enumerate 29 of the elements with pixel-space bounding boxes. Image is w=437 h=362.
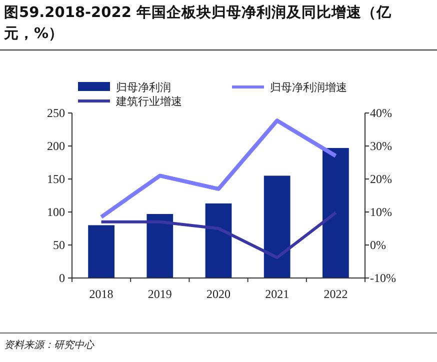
- y-tick-label: 50: [53, 238, 65, 252]
- bar: [322, 148, 349, 278]
- x-tick-label: 2019: [148, 287, 172, 301]
- x-tick-label: 2022: [324, 287, 348, 301]
- y-tick-label: 200: [47, 139, 65, 153]
- chart-title: 图59.2018-2022 年国企板块归母净利润及同比增速（亿元，%）: [3, 3, 392, 42]
- bar: [146, 214, 174, 278]
- legend-label: 归母净利润增速: [270, 81, 347, 94]
- bar: [264, 176, 290, 278]
- y-tick-label: 250: [47, 106, 65, 120]
- x-tick-label: 2021: [265, 287, 290, 301]
- y2-tick-label: -10%: [370, 271, 396, 285]
- bar: [205, 203, 232, 278]
- y2-tick-label: 20%: [370, 172, 392, 186]
- y-tick-label: 0: [59, 271, 65, 285]
- line-series: [99, 118, 338, 219]
- y2-tick-label: 30%: [370, 139, 392, 153]
- legend-label: 归母净利润: [116, 81, 171, 94]
- y2-tick-label: 0%: [370, 238, 386, 252]
- line-series: [100, 211, 338, 260]
- y2-tick-label: 40%: [370, 106, 392, 120]
- bar: [88, 225, 114, 278]
- legend-label: 建筑行业增速: [115, 95, 182, 108]
- x-tick-label: 2020: [206, 287, 230, 301]
- y-tick-label: 150: [47, 172, 65, 186]
- text: 资料来源：研究中心: [4, 339, 95, 351]
- y-tick-label: 100: [47, 205, 65, 219]
- x-tick-label: 2018: [89, 287, 114, 301]
- y2-tick-label: 10%: [370, 205, 392, 219]
